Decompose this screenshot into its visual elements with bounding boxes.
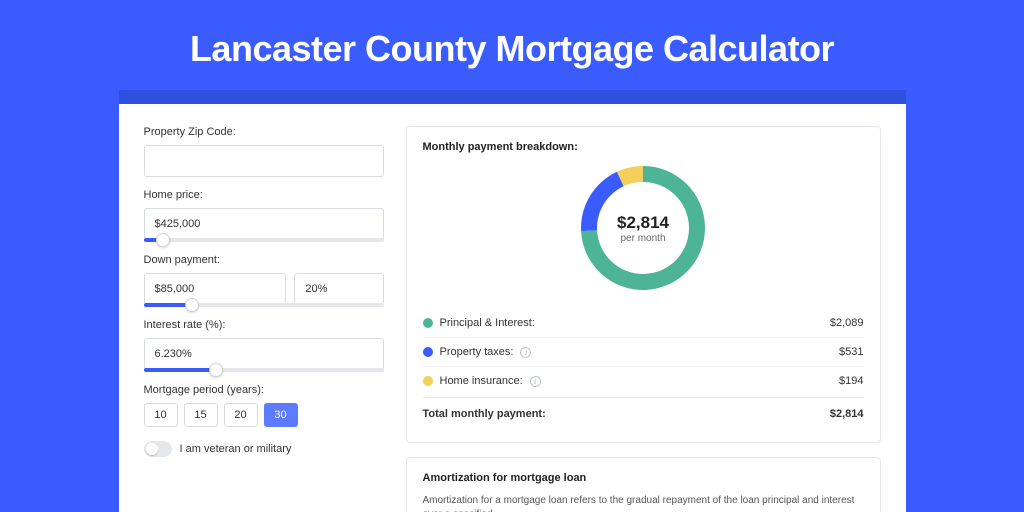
amortization-text: Amortization for a mortgage loan refers … [423, 494, 864, 512]
legend-row-amount: $531 [839, 346, 863, 358]
interest-rate-label: Interest rate (%): [144, 319, 384, 331]
amortization-title: Amortization for mortgage loan [423, 472, 864, 484]
legend-row-0: Principal & Interest: $2,089 [423, 309, 864, 337]
down-payment-slider-thumb[interactable] [185, 298, 199, 312]
legend-row-left: Property taxes: i [423, 346, 532, 358]
mortgage-period-field: Mortgage period (years): 10152030 [144, 384, 384, 427]
donut-center-sub: per month [620, 233, 665, 244]
donut-wrap: $2,814 per month [423, 163, 864, 293]
results-column: Monthly payment breakdown: $2,814 per mo… [406, 126, 881, 512]
period-option-20[interactable]: 20 [224, 403, 258, 427]
legend-row-label: Principal & Interest: [440, 317, 535, 329]
down-payment-label: Down payment: [144, 254, 384, 266]
down-payment-slider[interactable] [144, 303, 384, 307]
zip-input[interactable] [144, 145, 384, 177]
down-payment-row [144, 273, 384, 305]
legend-row-left: Home insurance: i [423, 375, 541, 387]
home-price-slider-thumb[interactable] [156, 233, 170, 247]
period-option-30[interactable]: 30 [264, 403, 298, 427]
legend-dot-icon [423, 318, 433, 328]
down-payment-input[interactable] [144, 273, 287, 305]
legend-total-row: Total monthly payment: $2,814 [423, 397, 864, 428]
hero: Lancaster County Mortgage Calculator [0, 0, 1024, 70]
breakdown-panel: Monthly payment breakdown: $2,814 per mo… [406, 126, 881, 443]
stage-top-bar [119, 90, 906, 104]
page-title: Lancaster County Mortgage Calculator [0, 28, 1024, 70]
period-option-15[interactable]: 15 [184, 403, 218, 427]
zip-field: Property Zip Code: [144, 126, 384, 177]
interest-rate-slider-fill [144, 368, 216, 372]
legend-row-2: Home insurance: i $194 [423, 366, 864, 395]
info-icon[interactable]: i [530, 376, 541, 387]
calculator-stage: Property Zip Code: Home price: Down paym… [119, 90, 906, 512]
legend-row-label: Home insurance: [440, 375, 523, 387]
zip-label: Property Zip Code: [144, 126, 384, 138]
legend-total-amount: $2,814 [830, 408, 864, 420]
inputs-column: Property Zip Code: Home price: Down paym… [144, 126, 384, 512]
legend-rows: Principal & Interest: $2,089 Property taxe… [423, 309, 864, 395]
amortization-panel: Amortization for mortgage loan Amortizat… [406, 457, 881, 512]
legend-row-label: Property taxes: [440, 346, 514, 358]
home-price-label: Home price: [144, 189, 384, 201]
interest-rate-slider[interactable] [144, 368, 384, 372]
down-payment-pct-input[interactable] [294, 273, 383, 305]
legend-row-amount: $2,089 [830, 317, 864, 329]
down-payment-field: Down payment: [144, 254, 384, 307]
mortgage-period-label: Mortgage period (years): [144, 384, 384, 396]
period-option-10[interactable]: 10 [144, 403, 178, 427]
veteran-label: I am veteran or military [180, 443, 292, 455]
veteran-toggle[interactable] [144, 441, 172, 457]
legend-row-1: Property taxes: i $531 [423, 337, 864, 366]
legend-total-label: Total monthly payment: [423, 408, 546, 420]
legend-row-amount: $194 [839, 375, 863, 387]
legend-dot-icon [423, 347, 433, 357]
interest-rate-input[interactable] [144, 338, 384, 370]
breakdown-title: Monthly payment breakdown: [423, 141, 864, 153]
interest-rate-slider-thumb[interactable] [209, 363, 223, 377]
legend-row-left: Principal & Interest: [423, 317, 535, 329]
home-price-field: Home price: [144, 189, 384, 242]
donut-center: $2,814 per month [578, 163, 708, 293]
donut-center-amount: $2,814 [617, 213, 669, 233]
veteran-toggle-knob [146, 443, 158, 455]
home-price-input[interactable] [144, 208, 384, 240]
mortgage-period-options: 10152030 [144, 403, 384, 427]
home-price-slider[interactable] [144, 238, 384, 242]
info-icon[interactable]: i [520, 347, 531, 358]
payment-donut-chart: $2,814 per month [578, 163, 708, 293]
interest-rate-field: Interest rate (%): [144, 319, 384, 372]
legend-dot-icon [423, 376, 433, 386]
calculator-card: Property Zip Code: Home price: Down paym… [119, 104, 906, 512]
veteran-row: I am veteran or military [144, 441, 384, 457]
